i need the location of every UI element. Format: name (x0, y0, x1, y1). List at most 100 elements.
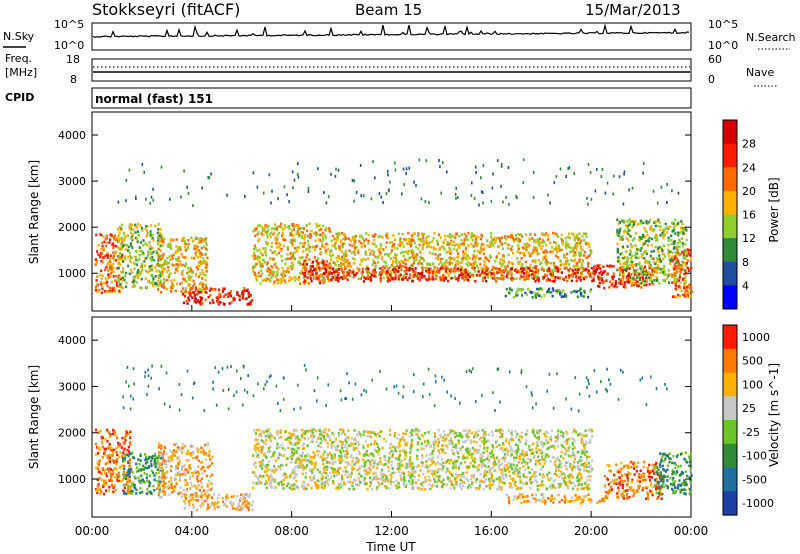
scatter-cell-710 (242, 294, 245, 298)
scatter-cell-772 (207, 506, 210, 510)
scatter-cell-1226 (253, 252, 256, 255)
scatter-cell-634 (162, 490, 165, 493)
scatter-cell-630 (162, 480, 165, 484)
scatter-cell-828 (272, 232, 275, 236)
scatter-cell-237 (150, 224, 153, 227)
scatter-cell-988 (292, 234, 295, 237)
scatter-cell-2984 (601, 279, 604, 283)
scatter-cell-505 (183, 239, 186, 243)
scatter-cell-752 (209, 293, 212, 297)
scatter-cell-1056 (299, 282, 302, 285)
scatter-cell-2901 (508, 291, 511, 295)
scatter-cell-3345 (636, 275, 639, 278)
scatter-cell-1109 (421, 454, 424, 457)
scatter-cell-518 (171, 454, 174, 458)
scatter-cell-2469 (482, 247, 485, 251)
scatter-cell-2716 (455, 269, 458, 272)
scatter-cell-2700 (457, 279, 460, 282)
scatter-cell-776 (222, 301, 225, 305)
scatter-cell-2672 (367, 277, 370, 281)
scatter-cell-268 (152, 239, 155, 242)
scatter-cell-348 (155, 263, 158, 267)
scatter-cell-1644 (524, 233, 527, 236)
scatter-cell-2189 (421, 268, 424, 272)
scatter-cell-3348 (664, 273, 667, 277)
scatter-cell-2094 (550, 271, 553, 274)
scatter-cell-1492 (399, 263, 402, 266)
scatter-cell-599 (191, 287, 194, 291)
scatter-cell-1740 (436, 243, 439, 246)
scatter-cell-1090 (257, 239, 260, 243)
scatter-cell-2434 (590, 250, 593, 253)
scatter-cell-3656 (428, 201, 430, 204)
scatter-cell-3290 (685, 249, 688, 253)
scatter-cell-1202 (320, 251, 323, 254)
scatter-cell-363 (140, 226, 144, 230)
scatter-cell-663 (201, 277, 204, 280)
scatter-cell-144 (129, 443, 132, 447)
scatter-cell-960 (274, 236, 277, 240)
scatter-cell-3545 (690, 295, 693, 298)
scatter-cell-803 (222, 295, 225, 299)
scatter-cell-3552 (682, 253, 685, 256)
scatter-cell-945 (259, 274, 263, 278)
scatter-cell-3349 (656, 238, 659, 242)
scatter-cell-1205 (307, 282, 310, 285)
scatter-cell-919 (370, 452, 373, 455)
scatter-cell-626 (163, 490, 166, 494)
scatter-cell-3498 (629, 256, 633, 260)
scatter-cell-261 (123, 484, 126, 487)
scatter-cell-1277 (328, 262, 331, 265)
scatter-cell-3741 (307, 190, 310, 193)
scatter-cell-654 (173, 485, 176, 488)
scatter-cell-2290 (589, 252, 592, 255)
scatter-cell-2807 (343, 274, 346, 278)
scatter-cell-28 (112, 262, 115, 266)
scatter-cell-2439 (481, 272, 484, 275)
scatter-cell-3019 (627, 281, 630, 284)
scatter-cell-2819 (501, 269, 504, 272)
scatter-cell-428 (138, 272, 141, 275)
scatter-cell-3263 (627, 264, 630, 268)
scatter-cell-1447 (362, 242, 365, 246)
scatter-cell-359 (158, 487, 161, 491)
scatter-cell-3145 (649, 225, 652, 228)
scatter-cell-130 (112, 246, 115, 250)
scatter-cell-271 (146, 460, 149, 464)
scatter-cell-1149 (315, 231, 318, 234)
scatter-cell-3434 (659, 267, 662, 271)
scatter-cell-1966 (412, 270, 415, 274)
scatter-cell-37 (121, 472, 125, 476)
scatter-cell-3626 (656, 201, 659, 205)
scatter-cell-1384 (389, 266, 392, 269)
scatter-cell-3652 (457, 196, 459, 200)
scatter-cell-167 (105, 474, 108, 478)
scatter-cell-3383 (667, 269, 670, 272)
scatter-cell-1565 (425, 266, 428, 270)
scatter-cell-524 (208, 454, 211, 457)
scatter-cell-388 (127, 245, 130, 249)
range-tick-label-0: 1000 (58, 267, 86, 280)
scatter-cell-1470 (500, 265, 503, 268)
scatter-cell-423 (139, 224, 142, 227)
scatter-cell-2947 (627, 271, 631, 275)
scatter-cell-3334 (664, 222, 667, 226)
scatter-cell-2002 (517, 247, 520, 251)
scatter-cell-926 (470, 486, 473, 489)
scatter-cell-768 (248, 502, 251, 506)
scatter-cell-577 (168, 243, 172, 247)
scatter-cell-1266 (312, 277, 315, 280)
scatter-cell-2289 (488, 241, 492, 245)
scatter-cell-1995 (358, 235, 361, 239)
scatter-cell-290 (144, 466, 147, 470)
scatter-cell-1047 (469, 453, 473, 457)
scatter-cell-1199 (308, 235, 311, 238)
scatter-cell-2959 (614, 280, 617, 283)
scatter-cell-2390 (352, 275, 355, 279)
scatter-cell-591 (196, 250, 199, 253)
scatter-cell-3525 (676, 293, 680, 297)
scatter-cell-1279 (321, 261, 324, 265)
scatter-cell-1187 (283, 226, 286, 229)
scatter-cell-2023 (387, 236, 390, 240)
